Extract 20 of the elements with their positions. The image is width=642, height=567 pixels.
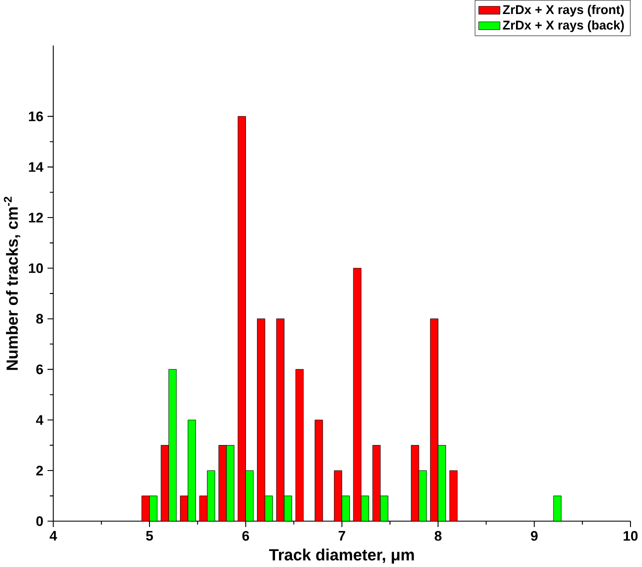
y-tick-label: 10 (28, 263, 43, 273)
y-tick-label: 14 (28, 162, 44, 172)
y-tick-label: 16 (28, 111, 43, 122)
legend-label: ZrDx + X rays (front) (502, 4, 624, 16)
y-tick-label: 8 (36, 314, 44, 324)
y-tick-label: 6 (36, 364, 43, 374)
y-tick-label: 2 (36, 466, 43, 476)
x-tick-label: 10 (624, 530, 638, 541)
x-tick-label: 6 (242, 530, 250, 541)
y-tick-label: 0 (36, 516, 43, 526)
x-tick-label: 5 (146, 530, 153, 540)
x-tick-label: 4 (50, 530, 58, 540)
y-axis-title: Number of tracks, cm$^{-2}$ (4, 196, 20, 370)
y-tick-label: 4 (36, 415, 44, 424)
x-axis-title: Track diameter, μm (269, 548, 414, 564)
y-tick-label: 12 (28, 212, 43, 222)
x-tick-label: 9 (530, 530, 538, 541)
x-tick-label: 7 (338, 530, 346, 540)
legend-label: ZrDx + X rays (back) (502, 20, 624, 32)
x-tick-label: 8 (434, 530, 442, 541)
